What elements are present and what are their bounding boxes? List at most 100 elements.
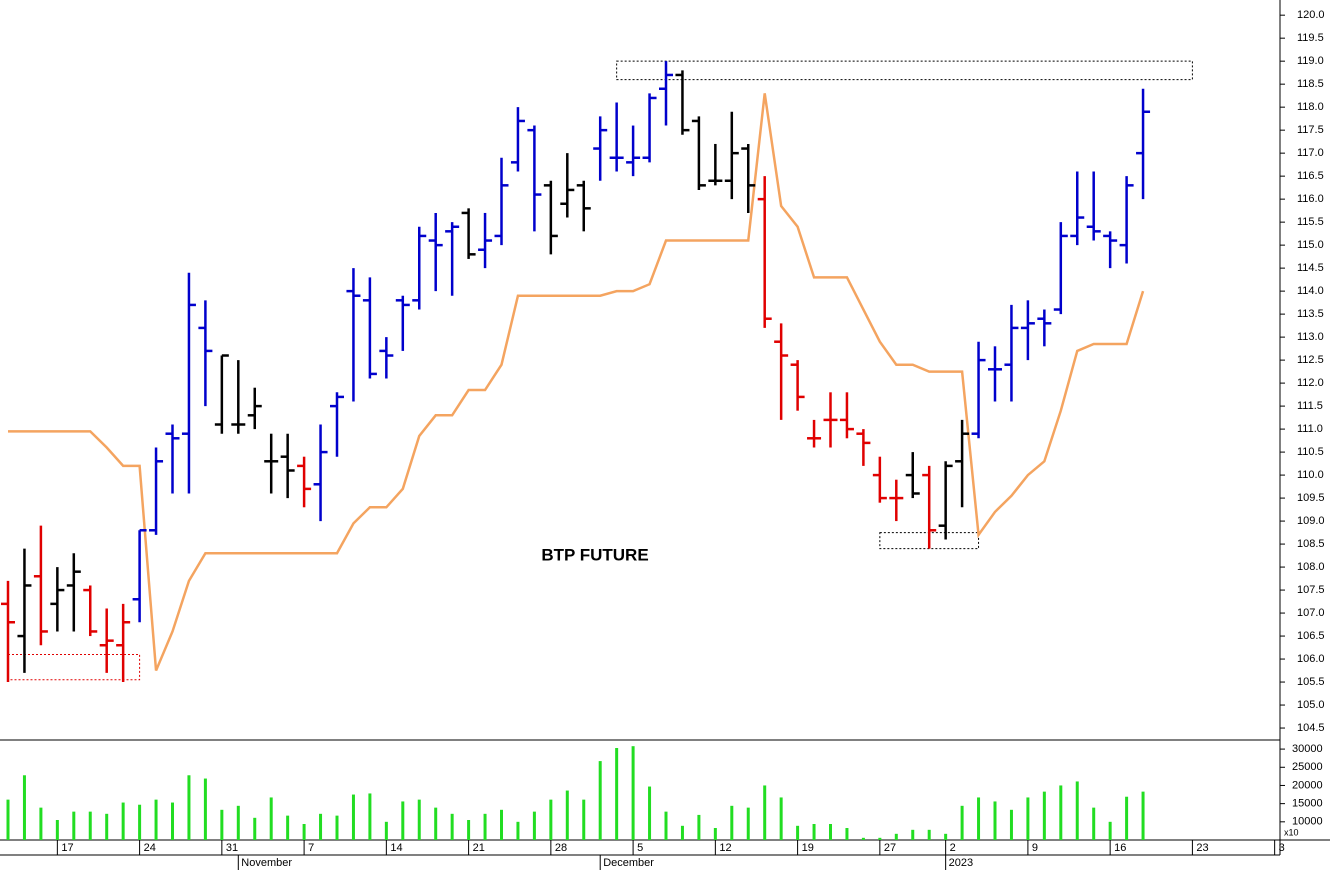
chart-title: BTP FUTURE <box>541 545 648 564</box>
y-tick-label: 10000 <box>1292 816 1323 828</box>
volume-bar <box>993 801 997 840</box>
y-tick-label: 118.0 <box>1297 101 1324 113</box>
y-tick-label: 113.5 <box>1297 308 1324 320</box>
volume-bar <box>335 815 339 840</box>
zone-box <box>616 60 1193 81</box>
volume-bar <box>779 797 783 840</box>
volume-bar <box>615 748 619 840</box>
month-label: December <box>603 857 654 869</box>
month-label: 2023 <box>949 857 973 869</box>
volume-bar <box>664 811 668 840</box>
y-tick-label: 117.0 <box>1297 147 1324 159</box>
volume-bar <box>598 761 602 840</box>
volume-bar <box>697 814 701 840</box>
y-tick-label: 114.5 <box>1297 262 1324 274</box>
x-tick-label: 17 <box>61 842 73 854</box>
volume-bar <box>894 833 898 840</box>
y-tick-label: 112.5 <box>1297 354 1324 366</box>
y-tick-label: 108.0 <box>1297 561 1325 573</box>
volume-bar <box>483 813 487 840</box>
volume-bar <box>1108 821 1112 840</box>
y-tick-label: 104.5 <box>1297 722 1325 734</box>
y-tick-label: 106.5 <box>1297 630 1325 642</box>
volume-bar <box>286 815 290 840</box>
volume-bar <box>88 811 92 840</box>
y-tick-label: 117.5 <box>1297 124 1324 136</box>
volume-bar <box>1075 781 1079 840</box>
x-tick-label: 5 <box>637 842 643 854</box>
volume-bar <box>467 820 471 840</box>
y-tick-label: 106.0 <box>1297 653 1325 665</box>
x-tick-label: 19 <box>802 842 814 854</box>
volume-bar <box>55 820 59 840</box>
volume-bar <box>269 797 273 840</box>
stop-line <box>8 93 1145 672</box>
volume-bar <box>680 825 684 840</box>
volume-bar <box>417 799 421 840</box>
volume-bar <box>532 811 536 840</box>
y-tick-label: 105.5 <box>1297 676 1325 688</box>
month-label: November <box>241 857 292 869</box>
x-tick-label: 21 <box>473 842 485 854</box>
volume-bar <box>845 828 849 840</box>
volume-bar <box>434 807 438 840</box>
volume-bar <box>878 837 882 840</box>
volume-bar <box>911 829 915 840</box>
y-tick-label: 15000 <box>1292 798 1323 810</box>
x-tick-label: 28 <box>555 842 567 854</box>
x-tick-label: 3 <box>1279 842 1285 854</box>
y-tick-label: 119.0 <box>1297 55 1324 67</box>
volume-bar <box>763 785 767 840</box>
volume-bar <box>384 821 388 840</box>
y-tick-label: 116.0 <box>1297 193 1324 205</box>
y-tick-label: 105.0 <box>1297 699 1325 711</box>
volume-bar <box>977 797 981 840</box>
volume-bar <box>401 801 405 840</box>
volume-bar <box>121 802 125 840</box>
volume-bar <box>368 793 372 840</box>
volume-bar <box>39 807 43 840</box>
y-tick-label: 119.5 <box>1297 32 1324 44</box>
y-tick-label: 109.5 <box>1297 492 1325 504</box>
volume-bar <box>648 786 652 840</box>
x-tick-label: 9 <box>1032 842 1038 854</box>
volume-bar <box>1026 797 1030 840</box>
x-tick-label: 24 <box>144 842 156 854</box>
y-tick-label: 115.5 <box>1297 216 1324 228</box>
y-tick-label: 111.0 <box>1297 423 1323 435</box>
y-tick-label: 114.0 <box>1297 285 1324 297</box>
y-tick-label: 115.0 <box>1297 239 1324 251</box>
y-tick-label: 108.5 <box>1297 538 1325 550</box>
x-tick-label: 2 <box>950 842 956 854</box>
x-tick-label: 7 <box>308 842 314 854</box>
volume-bar <box>549 799 553 840</box>
volume-bar <box>220 809 224 840</box>
volume-bar <box>565 790 569 840</box>
y-tick-label: 25000 <box>1292 761 1323 773</box>
volume-bar <box>450 813 454 840</box>
volume-bar <box>203 778 207 840</box>
volume-bar <box>796 825 800 840</box>
x-tick-label: 31 <box>226 842 238 854</box>
volume-bar <box>1092 807 1096 840</box>
volume-bar <box>1009 809 1013 840</box>
volume-bar <box>171 802 174 840</box>
volume-bar <box>1042 791 1046 840</box>
x-tick-label: 27 <box>884 842 896 854</box>
volume-bar <box>105 813 109 840</box>
volume-bar <box>960 805 964 840</box>
volume-bar <box>6 799 10 840</box>
volume-bar <box>927 829 931 840</box>
x-tick-label: 12 <box>719 842 731 854</box>
volume-bar <box>861 837 865 840</box>
y-tick-label: 109.0 <box>1297 515 1325 527</box>
volume-bar <box>713 828 717 840</box>
x-tick-label: 16 <box>1114 842 1126 854</box>
volume-bar <box>1059 785 1063 840</box>
volume-bar <box>22 775 26 840</box>
volume-bar <box>302 824 306 840</box>
y-tick-label: 113.0 <box>1297 331 1324 343</box>
